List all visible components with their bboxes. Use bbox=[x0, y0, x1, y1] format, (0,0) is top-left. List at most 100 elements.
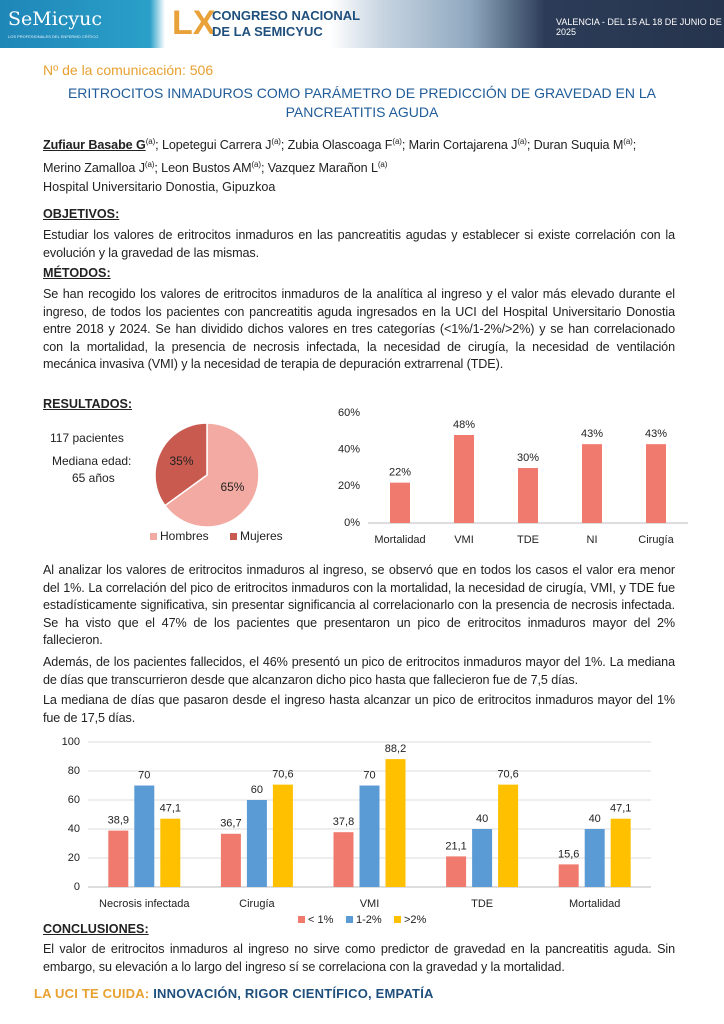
y-tick-label: 60 bbox=[68, 794, 80, 806]
slice-label: 35% bbox=[170, 454, 194, 468]
bar bbox=[333, 832, 354, 887]
value-label: 70 bbox=[138, 769, 150, 781]
bar bbox=[584, 829, 605, 887]
grouped-bar-chart: 0 20 40 60 80 100 Necrosis infectada 38,9 70 47,1… bbox=[62, 736, 651, 926]
legend-label: < 1% bbox=[308, 914, 334, 926]
value-label: 48% bbox=[453, 419, 475, 431]
y-tick-label: 20 bbox=[68, 852, 80, 864]
value-label: 47,1 bbox=[610, 803, 631, 815]
affiliation: (a) bbox=[144, 160, 155, 170]
footer-values: INNOVACIÓN, RIGOR CIENTÍFICO, EMPATÍA bbox=[149, 986, 434, 1001]
bar bbox=[518, 468, 538, 523]
legend-label: >2% bbox=[404, 914, 427, 926]
bar bbox=[646, 444, 666, 523]
bar-chart: 0% 20% 40% 60% Mortalidad 22% VMI 48% TDE 30% NI 43… bbox=[338, 407, 688, 546]
author: ; Leon Bustos AM bbox=[154, 161, 252, 176]
affiliation: (a) bbox=[392, 137, 402, 146]
value-label: 47,1 bbox=[160, 803, 181, 815]
edition: LX bbox=[172, 4, 216, 42]
value-label: 40 bbox=[476, 813, 488, 825]
value-label: 60 bbox=[251, 784, 263, 796]
bar bbox=[610, 818, 631, 887]
paragraph: Estudiar los valores de eritrocitos inma… bbox=[43, 228, 675, 260]
paragraph: El valor de eritrocitos inmaduros al ing… bbox=[43, 942, 675, 974]
bar bbox=[582, 444, 602, 523]
bar bbox=[246, 800, 267, 887]
pie-slice bbox=[163, 422, 260, 528]
congress-line: CONGRESO NACIONAL bbox=[212, 8, 361, 23]
bar bbox=[385, 759, 406, 887]
paragraph: Además, de los pacientes fallecidos, el … bbox=[43, 655, 675, 687]
value-label: 70 bbox=[363, 769, 375, 781]
hospital: Hospital Universitario Donostia, Gipuzko… bbox=[43, 180, 276, 194]
value-label: 38,9 bbox=[108, 815, 129, 827]
congress-line: DE LA SEMICYUC bbox=[212, 24, 323, 39]
x-tick-label: TDE bbox=[517, 534, 539, 546]
bar bbox=[220, 833, 241, 887]
affiliation: (a) bbox=[517, 137, 527, 146]
section-heading: MÉTODOS: bbox=[43, 266, 111, 280]
x-tick-label: Cirugía bbox=[239, 898, 275, 910]
y-tick-label: 20% bbox=[338, 480, 360, 492]
bar bbox=[446, 856, 467, 887]
slice-label: 65% bbox=[220, 480, 244, 494]
y-tick-label: 0 bbox=[74, 881, 80, 893]
paragraph: La mediana de días que pasaron desde el … bbox=[43, 693, 675, 725]
x-tick-label: Cirugía bbox=[638, 534, 674, 546]
title: ERITROCITOS INMADUROS COMO PARÁMETRO DE … bbox=[67, 85, 657, 120]
pie-slice bbox=[154, 422, 208, 507]
bar bbox=[359, 785, 380, 887]
x-tick-label: NI bbox=[587, 534, 598, 546]
section-heading: RESULTADOS: bbox=[43, 397, 133, 411]
authors: Zufiaur Basabe G(a); Lopetegui Carrera J… bbox=[43, 132, 675, 178]
paragraph: Se han recogido los valores de eritrocit… bbox=[43, 287, 675, 372]
x-tick-label: Mortalidad bbox=[374, 534, 425, 546]
value-label: 70,6 bbox=[272, 769, 293, 781]
legend-label: 1-2% bbox=[356, 914, 382, 926]
x-tick-label: Mortalidad bbox=[569, 898, 620, 910]
y-tick-label: 80 bbox=[68, 765, 80, 777]
value-label: 15,6 bbox=[558, 848, 579, 860]
pie-chart: 65% 35% Hombres Mujeres bbox=[150, 422, 283, 543]
legend-label: Hombres bbox=[160, 529, 209, 543]
x-tick-label: VMI bbox=[454, 534, 474, 546]
value-label: 21,1 bbox=[445, 840, 466, 852]
author: ; Merino Zamalloa J bbox=[43, 138, 637, 176]
logo: SeMicyuc bbox=[8, 8, 103, 30]
legend-swatch bbox=[394, 916, 401, 923]
communication: Nº de la comunicación: 506 bbox=[43, 62, 214, 78]
value-label: 36,7 bbox=[220, 818, 241, 830]
value-label: 88,2 bbox=[385, 743, 406, 755]
value-label: 70,6 bbox=[497, 769, 518, 781]
patients: 117 pacientes bbox=[50, 431, 124, 445]
section-heading: CONCLUSIONES: bbox=[43, 922, 149, 936]
author: ; Duran Suquia M bbox=[526, 138, 624, 153]
age-value: 65 años bbox=[72, 471, 115, 485]
y-tick-label: 40 bbox=[68, 823, 80, 835]
bar bbox=[134, 785, 155, 887]
bar bbox=[272, 784, 293, 887]
x-tick-label: VMI bbox=[360, 898, 380, 910]
bar bbox=[160, 818, 181, 887]
author: Zufiaur Basabe G bbox=[43, 138, 146, 153]
y-tick-label: 60% bbox=[338, 407, 360, 419]
value-label: 40 bbox=[589, 813, 601, 825]
bar bbox=[498, 784, 519, 887]
value-label: 22% bbox=[389, 467, 411, 479]
paragraph: Al analizar los valores de eritrocitos i… bbox=[43, 563, 675, 648]
legend-swatch bbox=[346, 916, 353, 923]
value-label: 43% bbox=[581, 428, 603, 440]
author: ; Zubia Olascoaga F bbox=[280, 138, 393, 153]
author: ; Vazquez Marañon L bbox=[260, 161, 378, 176]
bar bbox=[454, 435, 474, 523]
value-label: 43% bbox=[645, 428, 667, 440]
affiliation: (a) bbox=[271, 137, 281, 146]
header-banner bbox=[0, 0, 724, 48]
y-tick-label: 100 bbox=[62, 736, 80, 748]
affiliation: (a) bbox=[145, 137, 156, 146]
affiliation: (a) bbox=[377, 160, 388, 170]
value-label: 37,8 bbox=[333, 816, 354, 828]
section-heading: OBJETIVOS: bbox=[43, 207, 120, 221]
